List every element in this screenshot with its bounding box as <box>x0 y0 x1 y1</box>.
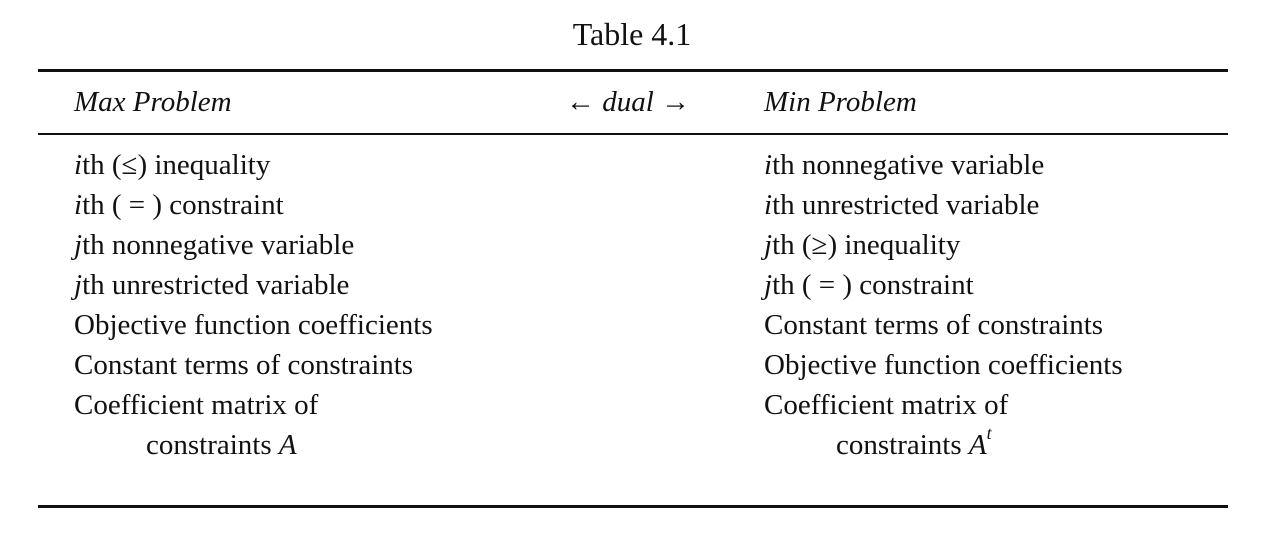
cell-right: jth (≥) inequality <box>764 225 960 265</box>
cell-text: th ( = ) constraint <box>82 189 284 221</box>
cell-right: ith unrestricted variable <box>764 185 1039 225</box>
index-variable: j <box>74 269 83 301</box>
table-row: jth unrestricted variable jth ( = ) const… <box>0 265 1264 305</box>
cell-left: Coefficient matrix of <box>74 385 318 425</box>
cell-right: Objective function coefficients <box>764 345 1123 385</box>
table-row: ith (≤) inequality ith nonnegative variab… <box>0 145 1264 185</box>
cell-text: Constant terms of constraints <box>74 349 414 381</box>
table-header: Max Problem ← dual → Min Problem <box>0 80 1264 124</box>
cell-text: Coefficient matrix of <box>764 389 1009 421</box>
cell-left: Objective function coefficients <box>74 305 433 345</box>
cell-left: Constant terms of constraints <box>74 345 413 385</box>
cell-right: ith nonnegative variable <box>764 145 1044 185</box>
cell-left: ith ( = ) constraint <box>74 185 284 225</box>
cell-text: Objective function coefficients <box>74 309 433 341</box>
cell-text: constraints <box>146 429 279 461</box>
header-dual-arrow: ← dual → <box>566 86 691 118</box>
matrix-symbol: A <box>968 429 987 461</box>
table-row: Constant terms of constraints Objective f… <box>0 345 1264 385</box>
cell-right: Coefficient matrix of <box>764 385 1008 425</box>
cell-text: th (≤) inequality <box>82 149 271 181</box>
cell-left: jth unrestricted variable <box>74 265 349 305</box>
transpose-superscript: t <box>986 423 992 444</box>
cell-text: th unrestricted variable <box>82 269 350 301</box>
header-min-problem: Min Problem <box>764 86 917 118</box>
table-row: jth nonnegative variable jth (≥) inequali… <box>0 225 1264 265</box>
bottom-rule <box>38 505 1228 508</box>
matrix-symbol: A <box>278 429 297 461</box>
index-variable: i <box>74 189 83 221</box>
cell-text: constraints <box>836 429 969 461</box>
index-variable: i <box>764 189 773 221</box>
index-variable: j <box>764 269 773 301</box>
index-variable: i <box>764 149 773 181</box>
cell-right: jth ( = ) constraint <box>764 265 974 305</box>
cell-left: constraints A <box>146 425 297 465</box>
header-rule <box>38 133 1228 135</box>
cell-right: Constant terms of constraints <box>764 305 1103 345</box>
cell-text: Constant terms of constraints <box>764 309 1104 341</box>
cell-text: th ( = ) constraint <box>772 269 974 301</box>
table-caption: Table 4.1 <box>572 16 692 52</box>
header-max-problem: Max Problem <box>74 86 232 118</box>
cell-text: th unrestricted variable <box>772 189 1040 221</box>
index-variable: j <box>764 229 773 261</box>
table-row: ith ( = ) constraint ith unrestricted var… <box>0 185 1264 225</box>
cell-left: ith (≤) inequality <box>74 145 270 185</box>
cell-text: th (≥) inequality <box>772 229 961 261</box>
top-rule <box>38 69 1228 72</box>
index-variable: i <box>74 149 83 181</box>
cell-text: Objective function coefficients <box>764 349 1123 381</box>
cell-left: jth nonnegative variable <box>74 225 354 265</box>
cell-text: Coefficient matrix of <box>74 389 319 421</box>
cell-right: constraints At <box>836 423 992 465</box>
table-row: Objective function coefficients Constant … <box>0 305 1264 345</box>
table-row: Coefficient matrix of Coefficient matrix … <box>0 385 1264 425</box>
cell-text: th nonnegative variable <box>82 229 355 261</box>
table-body: ith (≤) inequality ith nonnegative variab… <box>0 145 1264 465</box>
index-variable: j <box>74 229 83 261</box>
cell-text: th nonnegative variable <box>772 149 1045 181</box>
